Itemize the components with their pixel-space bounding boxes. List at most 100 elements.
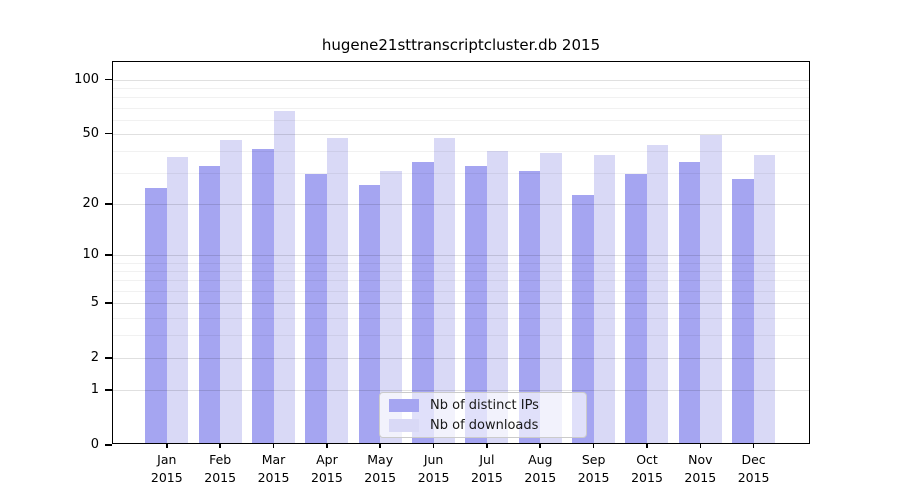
x-tick-month: Oct bbox=[636, 452, 658, 467]
plot-area: 100 50 20 10 5 2 1 0 Jan 2015 Feb 2015 Mar 2015 Apr 201… bbox=[74, 61, 810, 485]
y-tick-label-100: 100 bbox=[74, 71, 99, 87]
y-tick-label-5: 5 bbox=[90, 295, 99, 311]
x-tick-month: Jul bbox=[479, 452, 495, 467]
x-tick-month: Apr bbox=[316, 452, 338, 467]
x-tick-month: Nov bbox=[688, 452, 713, 467]
y-tick-label-50: 50 bbox=[82, 125, 99, 141]
x-tick-month: Jun bbox=[423, 452, 444, 467]
x-tick-mark-jun bbox=[432, 443, 435, 448]
x-tick-mark-oct bbox=[646, 443, 648, 448]
bar-distinct-ips-apr bbox=[305, 173, 327, 443]
x-tick-year: 2015 bbox=[631, 469, 663, 485]
bar-distinct-ips-may bbox=[358, 185, 381, 443]
x-tick-month: Jan bbox=[157, 452, 177, 467]
x-tick-mark-jul bbox=[486, 443, 488, 448]
y-tick-label-2: 2 bbox=[90, 350, 99, 365]
chart-title: hugene21sttranscriptcluster.db 2015 bbox=[321, 36, 601, 54]
x-tick-year: 2015 bbox=[257, 469, 290, 485]
y-tick-mark-20 bbox=[105, 203, 112, 205]
y-tick-mark-50 bbox=[105, 132, 112, 135]
axis-layer: 100 50 20 10 5 2 1 0 Jan 2015 Feb 2015 Mar 2015 Apr 201… bbox=[74, 62, 809, 485]
x-tick-year: 2015 bbox=[417, 469, 450, 485]
x-tick-label-aug: Aug 2015 bbox=[508, 451, 572, 486]
y-tick-label-1: 1 bbox=[90, 382, 99, 398]
x-tick-mark-mar bbox=[272, 443, 275, 448]
y-tick-mark-1 bbox=[105, 389, 112, 391]
bar-distinct-ips-jun bbox=[412, 161, 434, 443]
bar-distinct-ips-aug bbox=[518, 171, 541, 443]
legend: Nb of distinct IPs Nb of downloads bbox=[379, 392, 587, 438]
x-tick-label-apr: Apr 2015 bbox=[295, 451, 359, 486]
x-tick-mark-dec bbox=[752, 443, 755, 448]
legend-label-distinct-ips: Nb of distinct IPs bbox=[430, 397, 539, 413]
bar-distinct-ips-mar bbox=[252, 149, 274, 443]
bar-downloads-aug bbox=[540, 152, 562, 443]
x-tick-mark-sep bbox=[592, 443, 595, 448]
x-tick-label-feb: Feb 2015 bbox=[188, 451, 252, 486]
x-tick-mark-apr bbox=[326, 443, 328, 448]
bar-distinct-ips-feb bbox=[198, 166, 221, 443]
y-tick-mark-2 bbox=[105, 357, 112, 359]
bar-downloads-may bbox=[380, 171, 402, 443]
y-tick-label-20: 20 bbox=[82, 196, 99, 211]
y-tick-label-0: 0 bbox=[90, 437, 99, 452]
x-tick-year: 2015 bbox=[470, 469, 503, 485]
legend-row-downloads: Nb of downloads bbox=[389, 418, 586, 433]
bar-distinct-ips-jan bbox=[145, 188, 167, 443]
x-tick-year: 2015 bbox=[737, 469, 770, 485]
x-tick-month: Dec bbox=[741, 452, 766, 467]
x-tick-month: Feb bbox=[209, 452, 232, 467]
legend-label-downloads: Nb of downloads bbox=[430, 417, 539, 433]
x-tick-year: 2015 bbox=[684, 469, 717, 485]
bar-downloads-jul bbox=[486, 150, 509, 443]
x-tick-label-mar: Mar 2015 bbox=[242, 451, 306, 486]
legend-row-distinct-ips: Nb of distinct IPs bbox=[389, 398, 586, 413]
x-tick-month: Sep bbox=[581, 452, 606, 467]
bar-distinct-ips-nov bbox=[678, 161, 701, 443]
y-tick-mark-100 bbox=[105, 78, 112, 81]
bar-distinct-ips-dec bbox=[732, 179, 754, 443]
x-tick-year: 2015 bbox=[150, 469, 183, 485]
x-tick-mark-nov bbox=[699, 443, 702, 448]
x-tick-year: 2015 bbox=[364, 469, 397, 485]
x-tick-year: 2015 bbox=[524, 469, 557, 485]
y-tick-mark-10 bbox=[105, 254, 112, 256]
bar-downloads-oct bbox=[646, 145, 669, 443]
y-tick-label-10: 10 bbox=[82, 247, 99, 263]
x-tick-label-sep: Sep 2015 bbox=[562, 451, 626, 486]
x-tick-mark-jan bbox=[166, 443, 168, 448]
x-tick-month: Aug bbox=[528, 452, 553, 467]
bar-downloads-dec bbox=[753, 155, 776, 443]
legend-swatch-distinct-ips bbox=[389, 398, 419, 412]
x-tick-year: 2015 bbox=[310, 469, 343, 485]
x-tick-label-jan: Jan 2015 bbox=[135, 451, 199, 486]
x-tick-month: May bbox=[367, 452, 394, 467]
y-tick-mark-5 bbox=[105, 302, 112, 304]
x-tick-mark-aug bbox=[539, 443, 541, 448]
x-tick-label-may: May 2015 bbox=[348, 451, 412, 486]
x-tick-label-jun: Jun 2015 bbox=[402, 451, 466, 486]
bar-downloads-feb bbox=[220, 139, 242, 443]
bar-downloads-mar bbox=[273, 111, 295, 443]
y-tick-mark-0 bbox=[105, 444, 112, 446]
x-tick-label-jul: Jul 2015 bbox=[455, 451, 519, 486]
x-tick-mark-may bbox=[379, 443, 381, 448]
bars-layer bbox=[113, 62, 809, 443]
bar-distinct-ips-oct bbox=[625, 173, 647, 443]
bar-distinct-ips-sep bbox=[572, 194, 594, 443]
x-tick-month: Mar bbox=[261, 452, 286, 467]
bar-downloads-apr bbox=[326, 138, 349, 443]
x-tick-year: 2015 bbox=[577, 469, 610, 485]
x-tick-mark-feb bbox=[219, 443, 221, 448]
bar-downloads-nov bbox=[700, 134, 722, 443]
x-tick-label-dec: Dec 2015 bbox=[722, 451, 786, 486]
x-tick-label-oct: Oct 2015 bbox=[615, 451, 679, 486]
bar-downloads-jun bbox=[433, 138, 456, 443]
bar-downloads-jan bbox=[166, 157, 189, 443]
legend-swatch-downloads bbox=[389, 418, 419, 432]
x-tick-year: 2015 bbox=[204, 469, 237, 485]
bar-downloads-sep bbox=[593, 155, 616, 443]
bar-distinct-ips-jul bbox=[465, 166, 487, 443]
x-tick-label-nov: Nov 2015 bbox=[668, 451, 732, 486]
